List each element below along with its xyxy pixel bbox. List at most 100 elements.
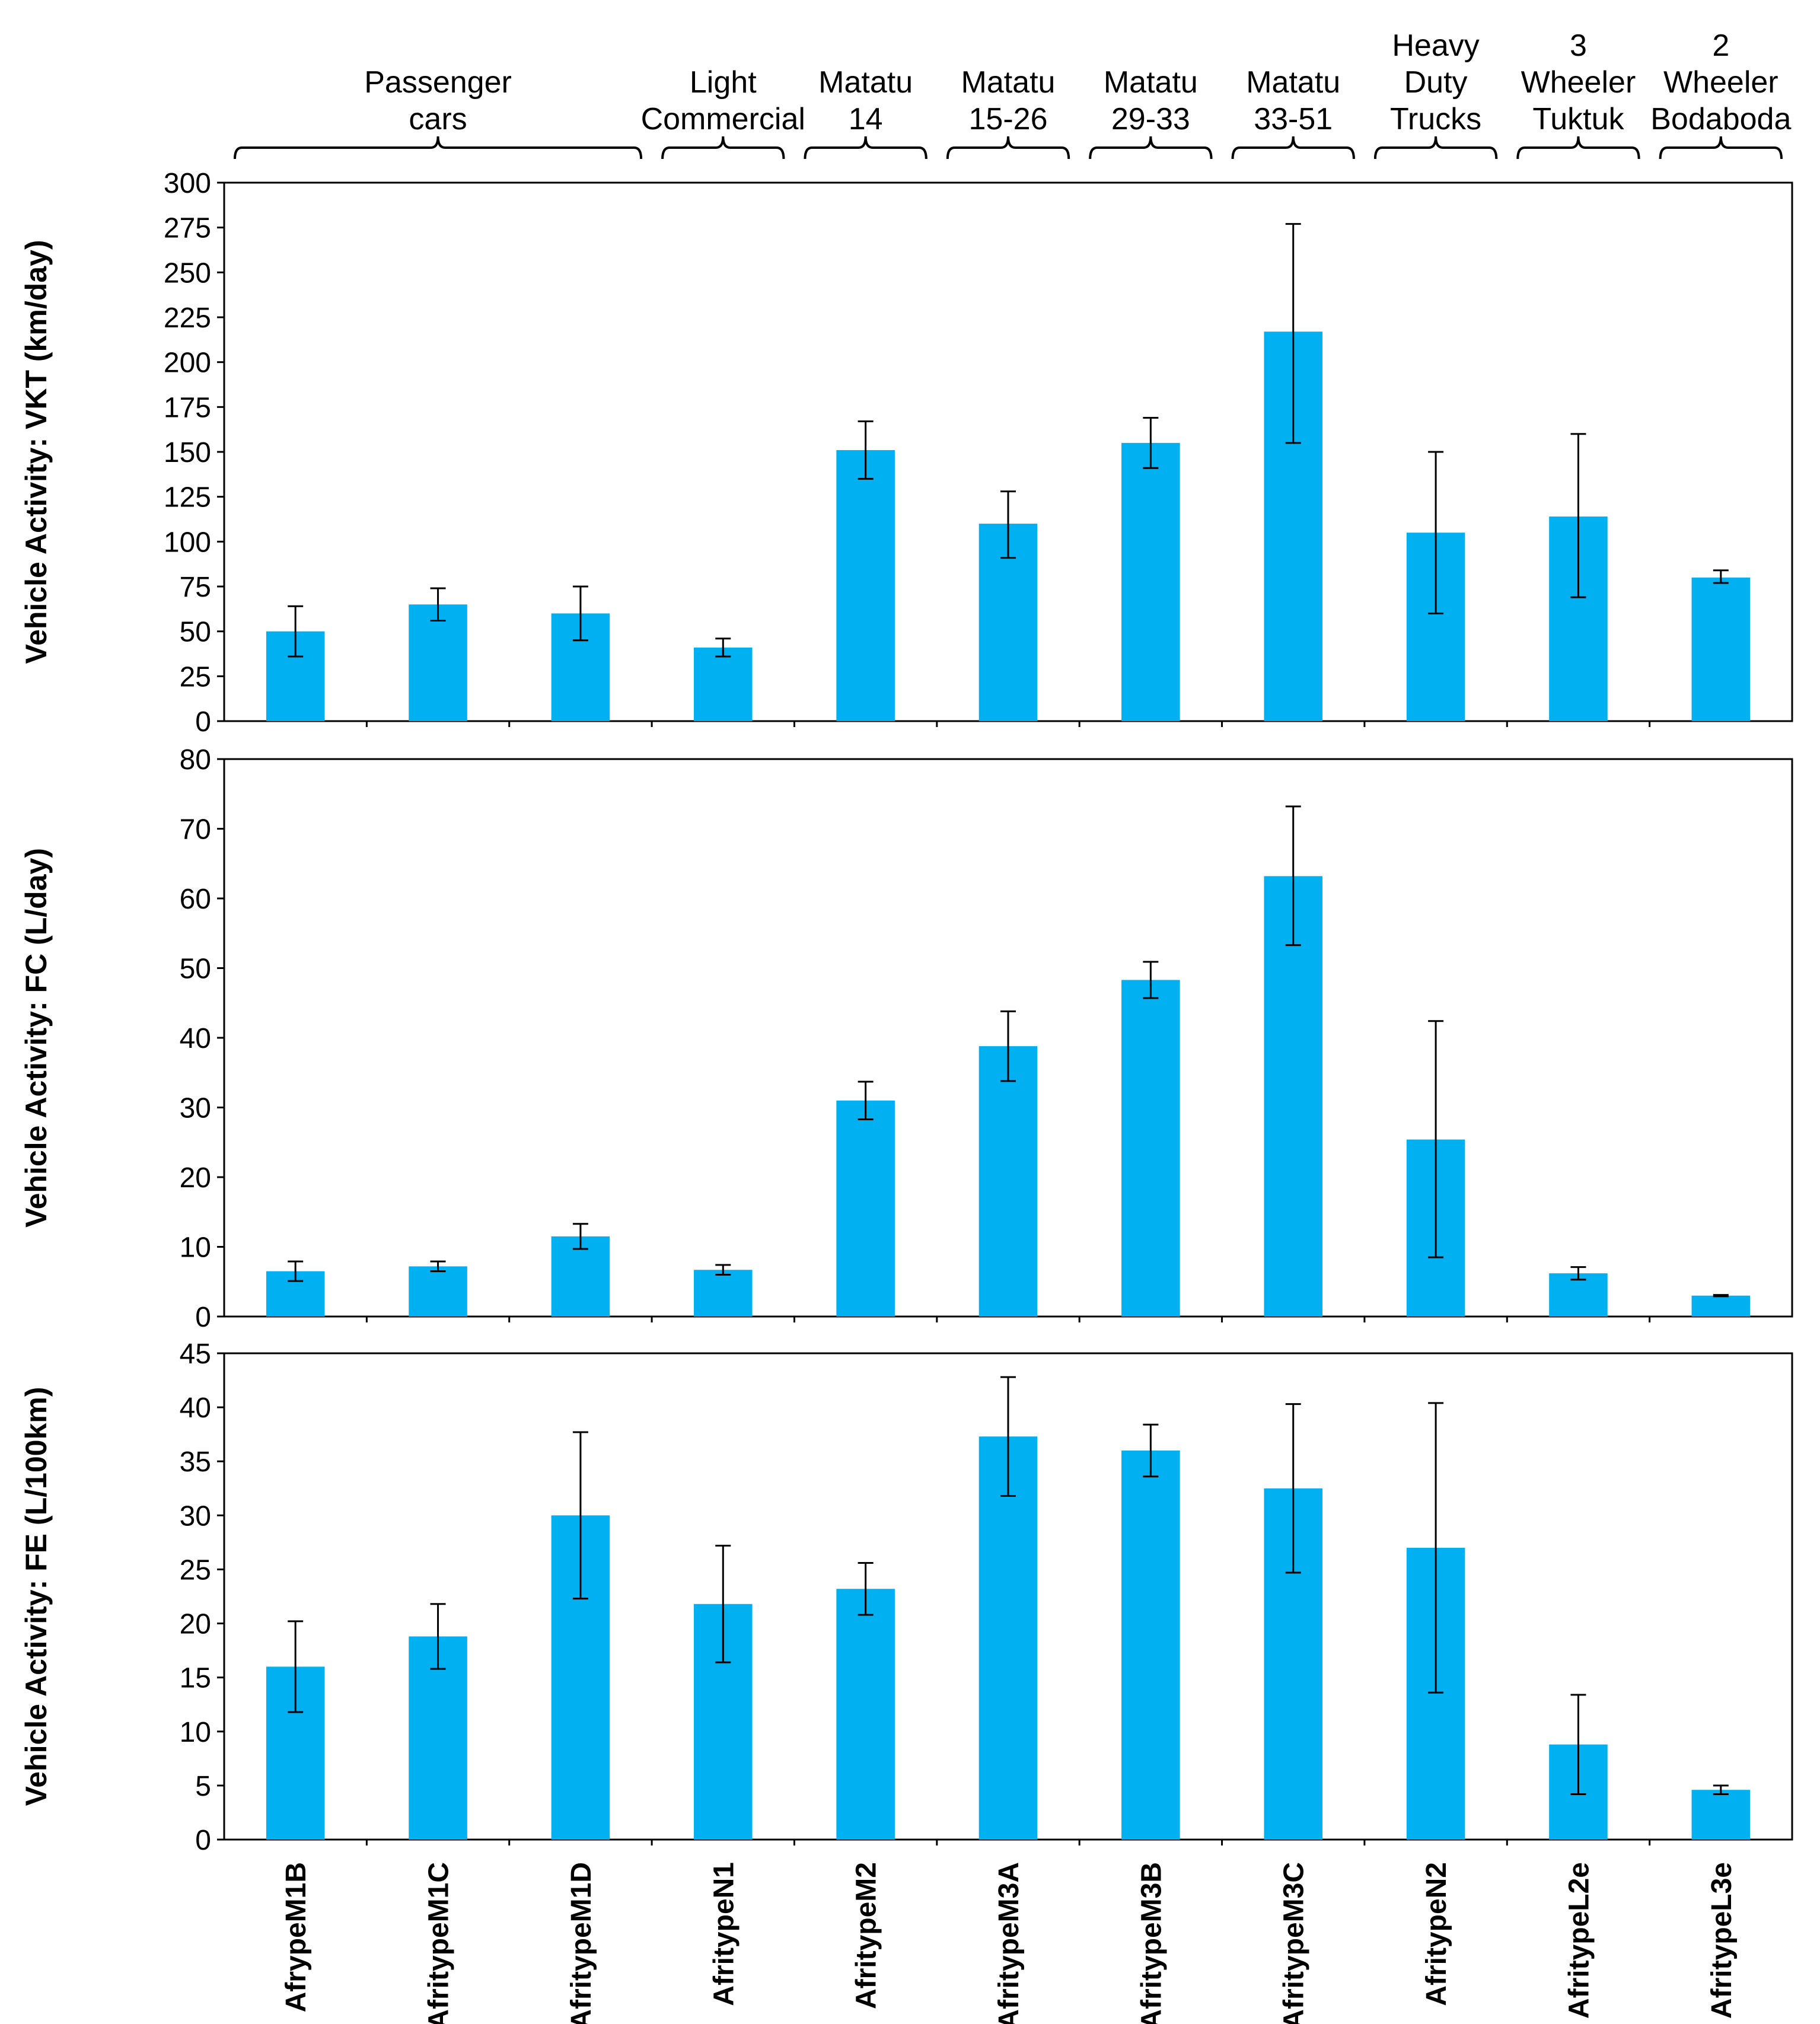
y-tick-label: 300	[164, 168, 211, 199]
bar	[693, 647, 753, 721]
y-tick-label: 150	[164, 437, 211, 468]
bar	[1121, 1451, 1180, 1840]
x-tick-label: AfritypeN1	[708, 1862, 740, 2006]
group-label-line: Trucks	[1390, 102, 1481, 136]
y-tick-label: 45	[180, 1338, 211, 1370]
y-tick-label: 40	[180, 1023, 211, 1054]
y-tick-label: 0	[195, 706, 211, 738]
group-label-line: Light	[690, 65, 757, 100]
y-tick-label: 225	[164, 302, 211, 334]
group-label-line: Matatu	[818, 65, 913, 100]
y-tick-label: 200	[164, 348, 211, 379]
x-tick-label: AfritypeM3A	[993, 1862, 1025, 2024]
group-brace	[661, 136, 785, 160]
group-brace	[1373, 136, 1498, 160]
group-label-line: Bodaboda	[1650, 102, 1791, 136]
group-brace	[234, 136, 643, 160]
y-tick-label: 5	[195, 1771, 211, 1802]
group-label-line: Tuktuk	[1532, 102, 1624, 136]
group-label-line: Wheeler	[1663, 65, 1778, 100]
group-brace	[1089, 136, 1213, 160]
y-tick-label: 75	[180, 572, 211, 603]
vkt-panel: 0 25 50 75 100 125 150 175 200 225 250 275 300 Vehicl…	[20, 168, 1793, 738]
bar	[1691, 1295, 1751, 1317]
category-group-headers: PassengercarsLightCommercialMatatu14Mata…	[234, 28, 1791, 160]
y-tick-label: 275	[164, 213, 211, 244]
y-tick-label: 15	[180, 1663, 211, 1694]
bar	[978, 1436, 1038, 1840]
fc-panel: 0 10 20 30 40 50 60 70 80 Vehicle Activity: FC (L…	[20, 744, 1793, 1333]
x-tick-label: AfritypeM3C	[1279, 1862, 1310, 2024]
group-label-line: 29-33	[1111, 102, 1190, 136]
bar	[978, 1046, 1038, 1317]
bar	[1121, 442, 1180, 721]
y-tick-label: 0	[195, 1302, 211, 1333]
group-label-line: Commercial	[641, 102, 805, 136]
group-label-line: Matatu	[1104, 65, 1198, 100]
x-tick-label: AfritypeM1C	[423, 1862, 455, 2024]
group-label-line: Passenger	[364, 65, 512, 100]
y-axis-title: Vehicle Activity: VKT (km/day)	[20, 240, 53, 664]
bar	[1549, 1273, 1608, 1317]
y-tick-label: 250	[164, 257, 211, 289]
x-tick-label: AfritypeM3B	[1136, 1862, 1167, 2024]
x-axis-category-labels: AfrypeM1B AfritypeM1C AfritypeM1D AfritypeN…	[281, 1862, 1738, 2024]
y-tick-label: 80	[180, 744, 211, 776]
y-tick-label: 25	[180, 661, 211, 693]
y-axis-title: Vehicle Activity: FC (L/day)	[20, 848, 53, 1228]
bar	[836, 450, 895, 721]
x-tick-label: AfritypeM2	[851, 1862, 882, 2009]
group-brace	[946, 136, 1070, 160]
group-label-line: Matatu	[1246, 65, 1340, 100]
bar	[1121, 980, 1180, 1317]
group-label-line: 2	[1712, 28, 1729, 63]
y-tick-label: 30	[180, 1500, 211, 1532]
group-label-line: Duty	[1404, 65, 1468, 100]
group-label-line: Heavy	[1392, 28, 1479, 63]
bar	[409, 604, 467, 721]
y-tick-label: 20	[180, 1609, 211, 1640]
y-tick-label: 10	[180, 1717, 211, 1748]
group-brace	[804, 136, 927, 160]
group-label-line: 14	[849, 102, 883, 136]
bar	[409, 1636, 467, 1840]
y-tick-label: 50	[180, 617, 211, 648]
y-tick-label: 30	[180, 1093, 211, 1124]
y-tick-label: 20	[180, 1162, 211, 1194]
y-tick-label: 0	[195, 1825, 211, 1856]
y-tick-label: 100	[164, 527, 211, 558]
x-tick-label: AfritypeN2	[1421, 1862, 1452, 2006]
bar	[1264, 876, 1323, 1317]
group-brace	[1659, 136, 1783, 160]
y-tick-label: 175	[164, 392, 211, 423]
group-label-line: 15-26	[969, 102, 1048, 136]
group-label-line: Wheeler	[1521, 65, 1636, 100]
group-label-line: 33-51	[1254, 102, 1333, 136]
y-tick-label: 125	[164, 482, 211, 514]
bar	[1691, 1790, 1751, 1840]
bar	[836, 1589, 895, 1840]
x-tick-label: AfritypeL3e	[1706, 1862, 1738, 2019]
y-tick-label: 70	[180, 814, 211, 846]
group-label-line: Matatu	[961, 65, 1056, 100]
bar	[1691, 577, 1751, 721]
x-tick-label: AfrypeM1B	[281, 1862, 312, 2012]
group-label-line: cars	[409, 102, 467, 136]
y-tick-label: 35	[180, 1446, 211, 1478]
y-axis-title: Vehicle Activity: FE (L/100km)	[20, 1387, 53, 1806]
fe-panel: 0 5 10 15 20 25 30 35 40 45 Vehicle Activity: FE (…	[20, 1338, 1793, 1856]
bar	[693, 1270, 753, 1317]
group-brace	[1516, 136, 1640, 160]
y-tick-label: 40	[180, 1392, 211, 1424]
group-label-line: 3	[1570, 28, 1587, 63]
y-tick-label: 50	[180, 954, 211, 985]
y-tick-label: 10	[180, 1232, 211, 1264]
x-tick-label: AfritypeL2e	[1563, 1862, 1595, 2019]
group-brace	[1231, 136, 1355, 160]
bar	[409, 1266, 467, 1317]
x-tick-label: AfritypeM1D	[566, 1862, 597, 2024]
y-tick-label: 60	[180, 884, 211, 915]
bar	[836, 1100, 895, 1317]
y-tick-label: 25	[180, 1554, 211, 1586]
